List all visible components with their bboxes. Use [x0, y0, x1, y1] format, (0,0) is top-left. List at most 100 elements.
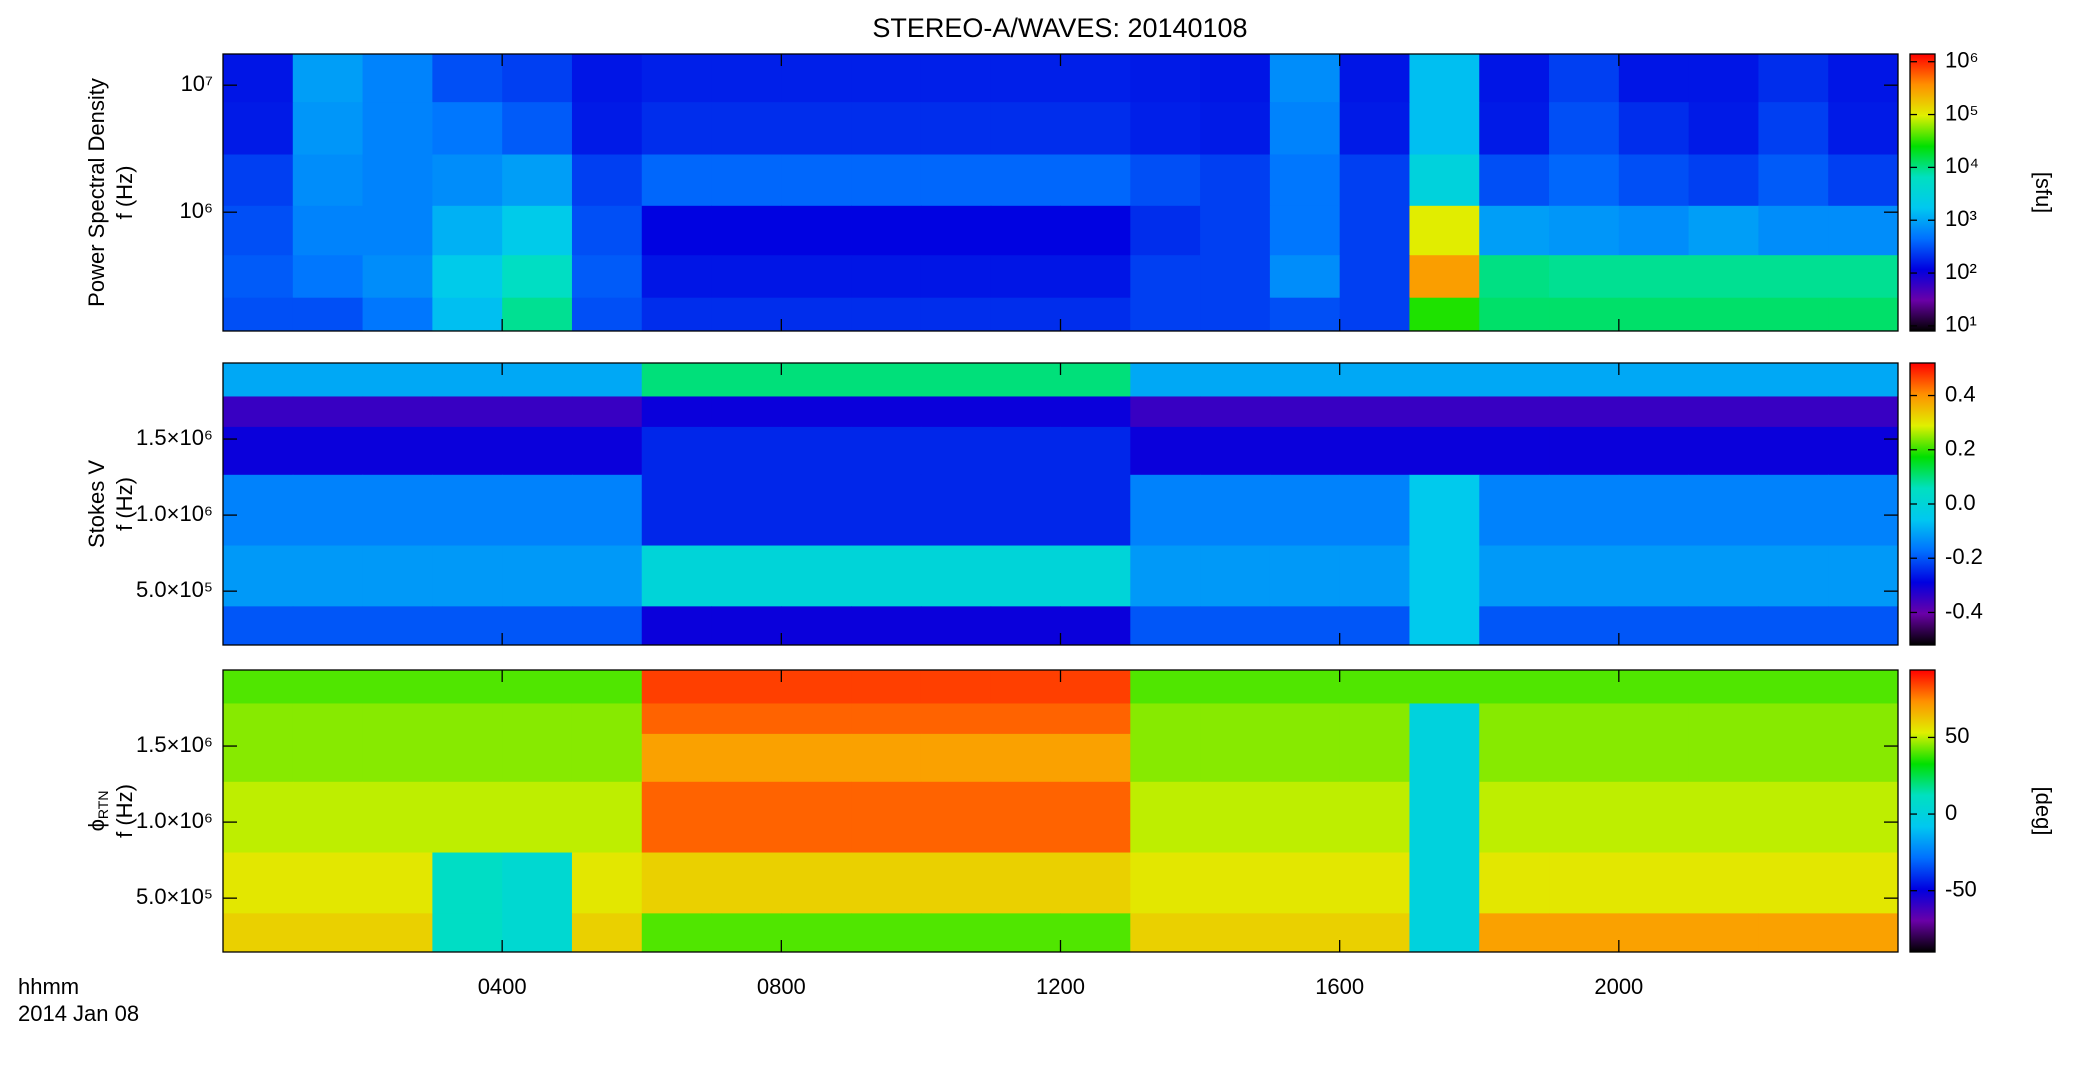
heatmap-cell — [641, 852, 713, 914]
heatmap-cell — [1758, 670, 1829, 704]
colorbar-tick-label: 10⁴ — [1945, 153, 1979, 178]
y-tick-label: 1.0×10⁶ — [136, 501, 213, 526]
heatmap-cell — [711, 154, 782, 207]
heatmap-cell — [641, 255, 713, 299]
heatmap-cell — [1688, 670, 1759, 704]
heatmap-cell — [851, 852, 922, 914]
heatmap-cell — [1618, 396, 1690, 428]
heatmap-cell — [641, 733, 713, 783]
heatmap-cell — [781, 703, 852, 735]
heatmap-cell — [1409, 205, 1480, 256]
x-tick-label: 0400 — [478, 974, 527, 999]
heatmap-cell — [1060, 297, 1131, 332]
heatmap-cell — [920, 205, 992, 256]
heatmap-cell — [571, 852, 643, 914]
heatmap-cell — [1828, 363, 1899, 397]
heatmap-cell — [1409, 913, 1480, 953]
heatmap-cell — [641, 154, 713, 207]
heatmap-cell — [1200, 363, 1271, 397]
heatmap-cell — [1130, 54, 1201, 103]
heatmap-cell — [990, 474, 1061, 547]
heatmap-cell — [1688, 154, 1759, 207]
heatmap-cell — [362, 426, 433, 476]
heatmap-cell — [1060, 781, 1131, 854]
heatmap-cell — [711, 733, 782, 783]
heatmap-cell — [1130, 545, 1201, 607]
heatmap-cell — [1758, 154, 1829, 207]
heatmap-cell — [1828, 154, 1899, 207]
heatmap-cell — [781, 102, 852, 155]
heatmap-cell — [1269, 363, 1341, 397]
heatmap-cell — [1618, 913, 1690, 953]
heatmap-cell — [1618, 205, 1690, 256]
heatmap-cell — [1479, 545, 1550, 607]
heatmap-cell — [432, 396, 503, 428]
y-axis-label-sub: RTN — [95, 791, 111, 820]
heatmap-cell — [1130, 154, 1201, 207]
heatmap-cell — [920, 396, 992, 428]
heatmap-cell — [990, 913, 1061, 953]
heatmap-cell — [1339, 913, 1410, 953]
heatmap-cell — [1339, 606, 1410, 646]
heatmap-cell — [1269, 913, 1341, 953]
x-axis-label: hhmm — [18, 974, 79, 999]
heatmap-cell — [1828, 606, 1899, 646]
heatmap-cell — [223, 670, 294, 704]
heatmap-cell — [1549, 781, 1620, 854]
heatmap-cell — [362, 154, 433, 207]
heatmap-cell — [1828, 733, 1899, 783]
heatmap-cell — [1339, 102, 1410, 155]
heatmap-cell — [641, 545, 713, 607]
heatmap-cell — [990, 670, 1061, 704]
colorbar-tick-label: 10⁶ — [1945, 48, 1979, 73]
colorbar — [1909, 53, 1936, 332]
heatmap-cell — [1269, 255, 1341, 299]
heatmap-cell — [1200, 913, 1271, 953]
heatmap-cell — [1339, 545, 1410, 607]
heatmap-cell — [1060, 255, 1131, 299]
heatmap-cell — [1339, 670, 1410, 704]
heatmap-cell — [781, 545, 852, 607]
heatmap-cell — [292, 54, 364, 103]
colorbar-tick-label: -0.4 — [1945, 598, 1983, 623]
heatmap-cell — [432, 102, 503, 155]
heatmap-cell — [223, 913, 294, 953]
heatmap-cell — [1479, 474, 1550, 547]
heatmap-cell — [223, 474, 294, 547]
heatmap-cell — [781, 205, 852, 256]
heatmap-cell — [1549, 703, 1620, 735]
heatmap-cell — [571, 474, 643, 547]
heatmap-cell — [432, 255, 503, 299]
heatmap-cell — [781, 154, 852, 207]
heatmap-cell — [1688, 54, 1759, 103]
y-axis-label: Power Spectral Density — [84, 78, 109, 307]
heatmap-cell — [1409, 363, 1480, 397]
heatmap-cell — [1828, 396, 1899, 428]
heatmap-cell — [571, 363, 643, 397]
heatmap-cell — [502, 781, 573, 854]
heatmap-cell — [1269, 297, 1341, 332]
heatmap-cell — [1618, 426, 1690, 476]
heatmap-cell — [432, 54, 503, 103]
heatmap-cell — [641, 396, 713, 428]
heatmap-cell — [1479, 102, 1550, 155]
heatmap-cell — [223, 733, 294, 783]
heatmap-cell — [781, 781, 852, 854]
heatmap-cell — [292, 255, 364, 299]
heatmap-cell — [851, 606, 922, 646]
heatmap-cell — [432, 545, 503, 607]
heatmap-cell — [362, 852, 433, 914]
heatmap-cell — [1409, 54, 1480, 103]
heatmap-cell — [1479, 670, 1550, 704]
heatmap-cell — [1200, 54, 1271, 103]
heatmap-cell — [1479, 426, 1550, 476]
heatmap-cell — [1549, 205, 1620, 256]
heatmap-cell — [781, 54, 852, 103]
heatmap-cell — [223, 781, 294, 854]
heatmap-cell — [920, 913, 992, 953]
heatmap-cell — [990, 703, 1061, 735]
y-axis-label-2: f (Hz) — [112, 166, 137, 220]
heatmap-cell — [1828, 703, 1899, 735]
heatmap-cell — [1688, 781, 1759, 854]
heatmap-cell — [1479, 606, 1550, 646]
